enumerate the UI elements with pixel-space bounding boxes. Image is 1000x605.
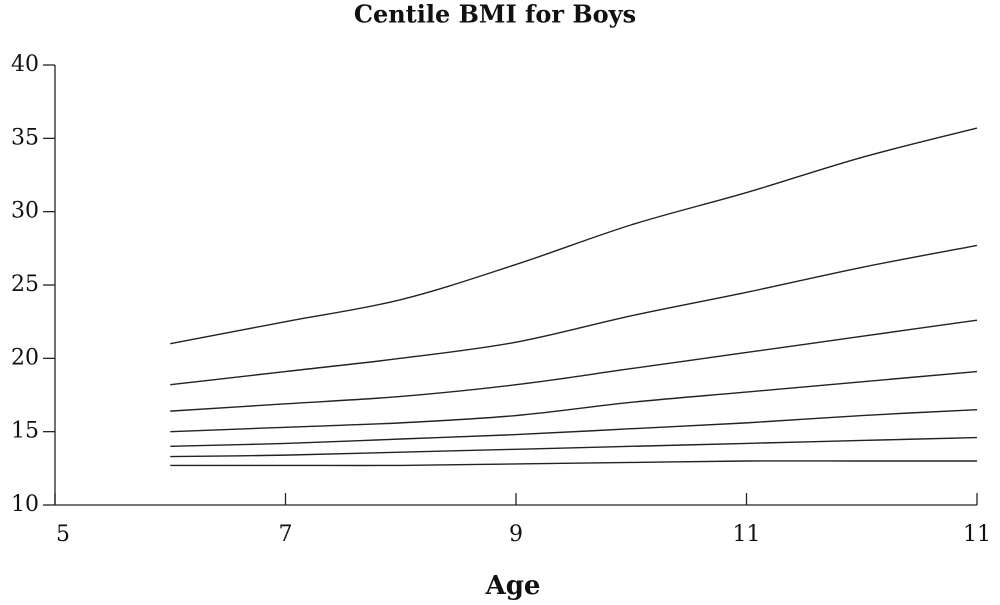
y-tick-label: 10: [11, 492, 39, 517]
y-tick-label: 40: [11, 52, 39, 77]
centile-line: [170, 408, 978, 448]
centile-line: [170, 319, 978, 412]
x-tick-label: 7: [279, 522, 293, 547]
y-tick-label: 25: [11, 272, 39, 297]
centile-line: [170, 244, 978, 386]
x-axis-title: Age: [485, 571, 541, 601]
y-tick-label: 30: [11, 199, 39, 224]
y-tick-label: 20: [11, 345, 39, 370]
centile-line: [170, 370, 978, 433]
x-tick-label: 11: [963, 522, 991, 547]
y-tick-label: 35: [11, 125, 39, 150]
centile-line: [170, 436, 978, 458]
centile-line: [170, 460, 977, 467]
x-tick-label: 5: [56, 522, 70, 547]
x-tick-label: 11: [733, 522, 761, 547]
chart-title: Centile BMI for Boys: [354, 0, 636, 29]
centile-line: [170, 127, 978, 345]
y-tick-label: 15: [11, 419, 39, 444]
x-tick-label: 9: [509, 522, 523, 547]
